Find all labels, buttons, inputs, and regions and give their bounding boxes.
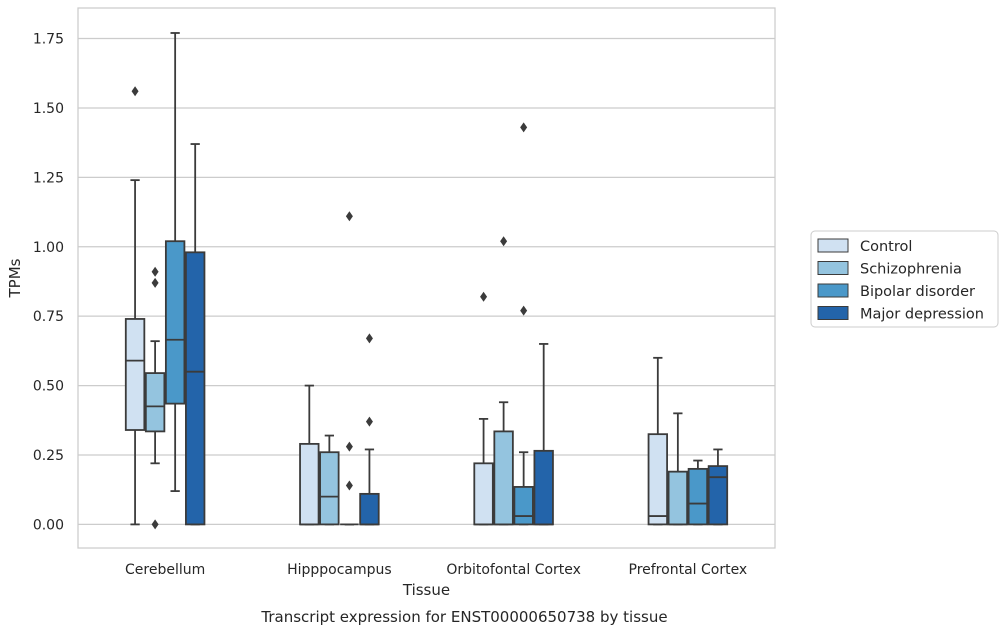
outlier-point [151,519,159,530]
x-tick-label: Prefrontal Cortex [629,562,748,578]
y-tick-label: 0.00 [33,517,64,533]
outlier-point [365,416,373,427]
box-major-depression [185,143,206,526]
box-major-depression [533,343,554,526]
outlier-point [500,236,508,247]
box-control [124,86,146,526]
outlier-point [345,211,353,222]
legend-item: Control [817,238,912,255]
outlier-point [345,441,353,452]
legend-label: Bipolar disorder [860,284,975,300]
y-tick-label: 1.00 [33,240,64,256]
box-bipolar-disorder [687,459,709,526]
iqr-box [667,470,689,526]
iqr-box [359,492,380,526]
x-tick-label: Orbitofontal Cortex [446,562,581,578]
outlier-point [151,277,159,288]
y-axis-title: TPMs [6,258,24,298]
box-major-depression [359,333,380,526]
box-bipolar-disorder [164,32,186,492]
iqr-box [647,433,668,526]
plot-frame [77,7,776,549]
legend-label: Major depression [860,307,984,323]
iqr-box [319,451,340,526]
legend-item: Bipolar disorder [817,283,975,300]
outlier-point [151,266,159,277]
x-axis-ticks: Cerebellum Hipppocampus Orbitofontal Corte… [125,562,747,578]
outlier-point [480,291,488,302]
outlier-point [131,86,139,97]
box-schizophrenia [144,266,166,530]
outlier-point [520,305,528,316]
y-tick-label: 0.50 [33,379,64,395]
iqr-box [299,442,320,526]
iqr-box [513,486,534,526]
box-control [299,384,320,526]
y-tick-label: 0.75 [33,309,64,325]
box-bipolar-disorder [340,211,359,526]
legend: Control Schizophrenia Bipolar disorder Majo… [810,230,999,328]
iqr-box [124,318,146,431]
outlier-point [345,480,353,491]
legend-frame [810,230,999,328]
iqr-box [164,240,186,405]
y-tick-label: 1.75 [33,32,64,48]
box-bipolar-disorder [513,122,534,526]
box-major-depression [707,448,729,526]
legend-swatch [817,261,849,275]
legend-swatch [817,283,849,298]
x-tick-label: Cerebellum [125,562,205,578]
outlier-point [365,333,373,344]
iqr-box [533,449,554,526]
legend-label: Schizophrenia [860,262,962,278]
box-plots [124,32,729,530]
chart-caption: Transcript expression for ENST0000065073… [260,608,667,626]
iqr-box [493,430,514,526]
y-tick-label: 1.50 [33,101,64,117]
y-tick-label: 1.25 [33,170,64,186]
box-schizophrenia [493,236,514,526]
iqr-box [707,465,729,526]
iqr-box [687,467,709,526]
iqr-box [473,462,494,526]
legend-item: Major depression [817,306,984,323]
box-control [473,291,494,526]
legend-swatch [817,238,849,253]
box-schizophrenia [667,412,689,526]
x-tick-label: Hipppocampus [287,562,392,578]
box-control [647,356,668,526]
y-axis-ticks: 0.00 0.25 0.50 0.75 1.00 1.25 1.50 1.75 [33,32,64,534]
x-axis-title: Tissue [402,581,450,599]
iqr-box [144,372,166,433]
legend-label: Control [860,239,912,255]
y-tick-label: 0.25 [33,448,64,464]
legend-item: Schizophrenia [817,261,962,278]
iqr-box [185,251,206,526]
box-schizophrenia [319,434,340,526]
legend-swatch [817,306,849,320]
outlier-point [520,122,528,133]
